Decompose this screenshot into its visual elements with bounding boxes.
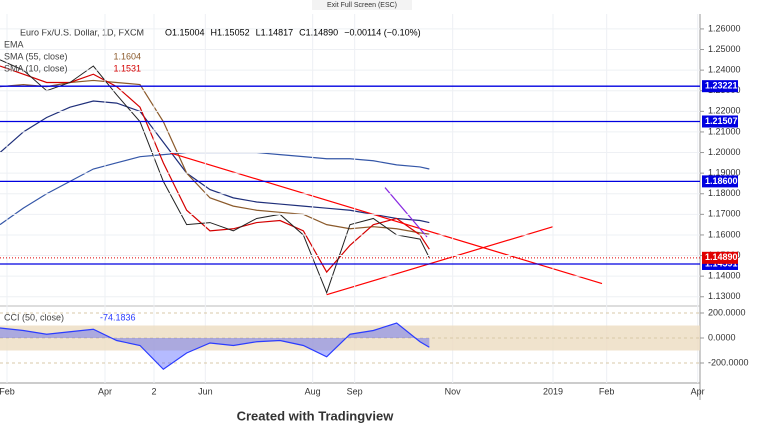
legend-value: 1.1604	[114, 51, 142, 61]
quote-field: H1.15052	[211, 27, 250, 37]
legend-name: SMA (55, close)	[4, 51, 68, 61]
y-tick-label: 1.13000	[708, 291, 741, 301]
main-panel	[0, 59, 603, 296]
y-tick-label: 1.22000	[708, 106, 741, 116]
x-tick-label: Jun	[198, 386, 213, 396]
y-tick-label: 1.19000	[708, 168, 741, 178]
x-tick-label: Sep	[347, 386, 363, 396]
x-tick-label: Nov	[445, 386, 462, 396]
legend-name: EMA	[4, 39, 24, 49]
x-tick-label: Apr	[691, 386, 705, 396]
level-label-bg	[702, 115, 738, 128]
quote-field: −0.00114 (−0.10%)	[344, 27, 420, 37]
y-tick-label: 1.17000	[708, 209, 741, 219]
x-tick-label: Apr	[98, 386, 112, 396]
legend-name: SMA (10, close)	[4, 63, 68, 73]
y-tick-label: 1.21000	[708, 126, 741, 136]
cci-value: -74.1836	[100, 312, 136, 322]
legend-value: 1.1531	[114, 63, 142, 73]
quote-field: C1.14890	[299, 27, 338, 37]
quote-field: O1.15004	[165, 27, 205, 37]
y-tick-label: 0.0000	[708, 332, 736, 342]
last-price-label: 1.14890	[705, 252, 738, 262]
x-tick-label: Feb	[0, 386, 15, 396]
chart-title: Euro Fx/U.S. Dollar, 1D, FXCM	[20, 27, 144, 37]
series-line	[0, 59, 430, 295]
top-bar[interactable]	[312, 0, 412, 10]
x-tick-label: Aug	[305, 386, 321, 396]
x-tick-label: 2019	[543, 386, 563, 396]
y-tick-label: 1.16000	[708, 229, 741, 239]
y-tick-label: 1.20000	[708, 147, 741, 157]
x-tick-label: Feb	[599, 386, 615, 396]
cci-line	[0, 322, 430, 371]
y-tick-label: -200.0000	[708, 357, 749, 367]
caption: Created with Tradingview	[237, 408, 395, 423]
trend-line	[170, 152, 603, 285]
quote-field: L1.14817	[256, 27, 294, 37]
cci-area	[0, 323, 430, 370]
trend-line	[384, 187, 428, 238]
series-line	[0, 79, 430, 235]
y-tick-label: 1.26000	[708, 23, 741, 33]
level-label: 1.18600	[705, 176, 738, 186]
last-price-bg	[702, 251, 738, 264]
level-label-bg	[702, 175, 738, 188]
cci-title: CCI (50, close)	[4, 312, 64, 322]
y-tick-label: 200.0000	[708, 307, 746, 317]
level-label: 1.23221	[705, 81, 738, 91]
level-label-bg	[702, 80, 738, 93]
y-tick-label: 1.18000	[708, 188, 741, 198]
y-tick-label: 1.24000	[708, 65, 741, 75]
y-tick-label: 1.14000	[708, 271, 741, 281]
top-bar-label[interactable]: Exit Full Screen (ESC)	[327, 2, 397, 9]
level-label: 1.21507	[705, 116, 738, 126]
series-line	[0, 65, 430, 274]
y-tick-label: 1.25000	[708, 44, 741, 54]
x-tick-label: 2	[151, 386, 156, 396]
trend-line	[326, 226, 554, 296]
